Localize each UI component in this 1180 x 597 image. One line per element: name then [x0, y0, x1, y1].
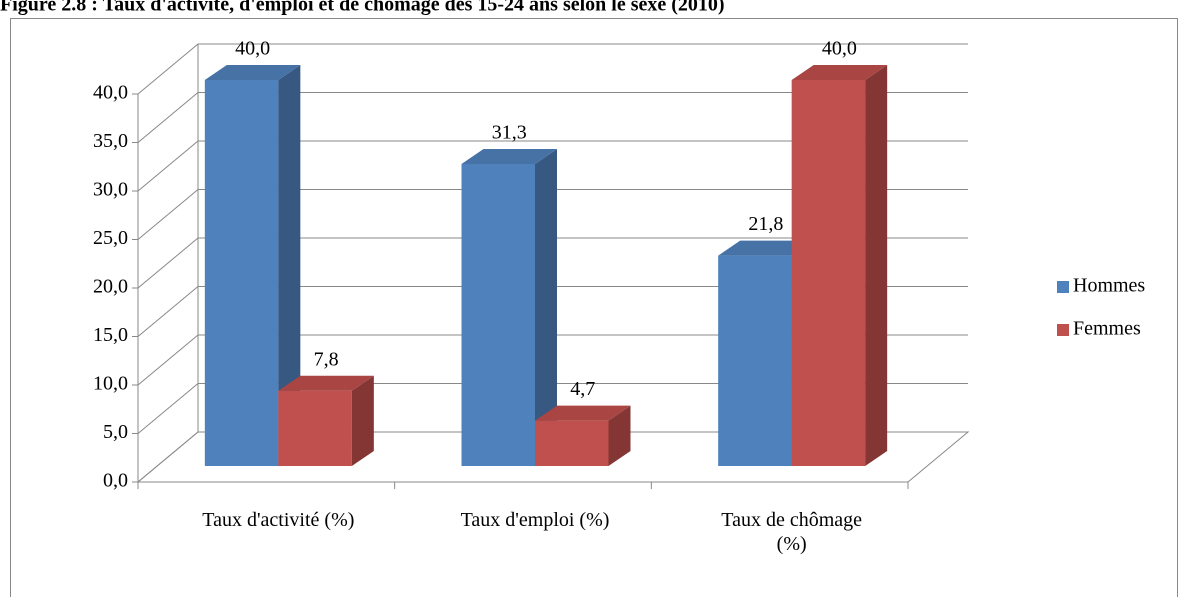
data-label: 40,0	[822, 38, 857, 60]
bar-front	[791, 80, 866, 466]
data-label: 7,8	[314, 348, 339, 370]
bar-top	[278, 375, 374, 391]
y-tick-label: 20,0	[93, 276, 128, 298]
x-tick-label-box: Taux de chômage (%)	[721, 509, 863, 555]
bar-side	[865, 65, 888, 466]
bar-front	[461, 163, 535, 466]
bar-top	[461, 148, 557, 164]
y-tick-label: 30,0	[93, 179, 128, 201]
y-tick-label: 15,0	[93, 324, 128, 346]
x-tick-label-box: Taux d'emploi (%)	[460, 509, 610, 531]
y-tick-label: 10,0	[93, 373, 128, 395]
bar-front	[204, 80, 279, 466]
data-label: 4,7	[570, 378, 595, 400]
data-label: 21,8	[748, 213, 783, 235]
legend-swatch	[1057, 324, 1069, 336]
y-tick-label: 0,0	[103, 470, 128, 492]
bar-front	[535, 420, 609, 466]
chart-frame	[10, 18, 1178, 597]
bar-top	[204, 65, 301, 80]
bar-top	[535, 405, 631, 421]
bar-front	[718, 255, 792, 466]
bar-front	[278, 390, 352, 466]
bar-side	[278, 65, 301, 466]
x-tick-label: Taux d'emploi (%)	[460, 509, 610, 531]
x-tick-label: Taux de chômage (%)	[721, 509, 863, 555]
x-tick-label: Taux d'activité (%)	[202, 509, 355, 531]
legend-label: Hommes	[1073, 275, 1145, 297]
legend-swatch	[1057, 281, 1069, 293]
y-tick-label: 35,0	[93, 130, 128, 152]
chart-title: Figure 2.8 : Taux d'activité, d'emploi e…	[0, 0, 725, 16]
y-tick-label: 5,0	[103, 421, 128, 443]
data-label: 31,3	[492, 122, 527, 144]
bar-top	[718, 240, 814, 256]
bar-side	[608, 405, 631, 466]
legend-label: Femmes	[1073, 318, 1141, 340]
x-tick-label-box: Taux d'activité (%)	[202, 509, 355, 531]
y-tick-label: 25,0	[93, 227, 128, 249]
bar-top	[791, 65, 888, 80]
bar-side	[535, 148, 557, 466]
data-label: 40,0	[235, 38, 270, 60]
y-tick-label: 40,0	[93, 82, 128, 104]
bar-side	[351, 375, 374, 466]
